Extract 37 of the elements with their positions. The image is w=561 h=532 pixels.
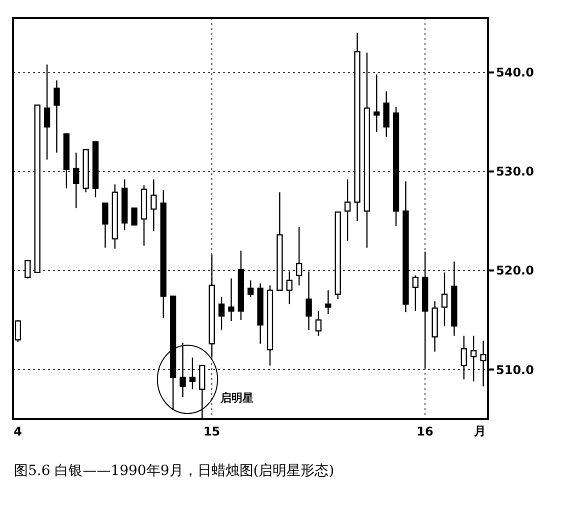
x-tick-label: 16: [416, 424, 434, 439]
candlestick: [54, 80, 60, 154]
y-tick-label: 520.0: [496, 264, 534, 278]
candlestick: [296, 226, 302, 286]
candlestick: [460, 335, 467, 380]
candlestick: [189, 357, 196, 390]
candlestick: [306, 270, 312, 330]
candlestick: [218, 296, 225, 330]
candlestick: [480, 340, 486, 387]
candlestick: [199, 364, 206, 419]
candlestick: [374, 74, 380, 132]
candlestick: [412, 274, 418, 312]
candlestick: [150, 178, 157, 232]
candlestick: [44, 64, 50, 160]
candlestick: [73, 152, 80, 209]
candlestick: [14, 319, 22, 342]
candlestick: [286, 270, 292, 305]
candlestick: [315, 310, 322, 336]
candlestick: [24, 260, 31, 279]
candlestick: [441, 272, 448, 327]
candlestick: [470, 335, 477, 382]
candlestick: [383, 90, 390, 138]
y-tick-label: 510.0: [496, 362, 534, 377]
x-tick-label: 4: [14, 424, 22, 439]
candlestick: [228, 278, 234, 322]
y-tick-label: 530.0: [496, 164, 534, 179]
x-axis-title: 月: [473, 424, 486, 438]
candlestick: [131, 208, 138, 226]
text: 图5.6 白银——1990年9月，日蜡烛图(启明星形态): [13, 462, 336, 480]
y-tick-label: 540.0: [496, 66, 534, 80]
annotation: 启明星: [219, 391, 254, 404]
candlestick: [248, 280, 254, 298]
candlestick: [325, 290, 332, 315]
candlestick: [102, 202, 108, 248]
candlestick: [180, 342, 186, 398]
x-tick-label: 15: [203, 424, 220, 439]
candlestick: [344, 178, 351, 242]
